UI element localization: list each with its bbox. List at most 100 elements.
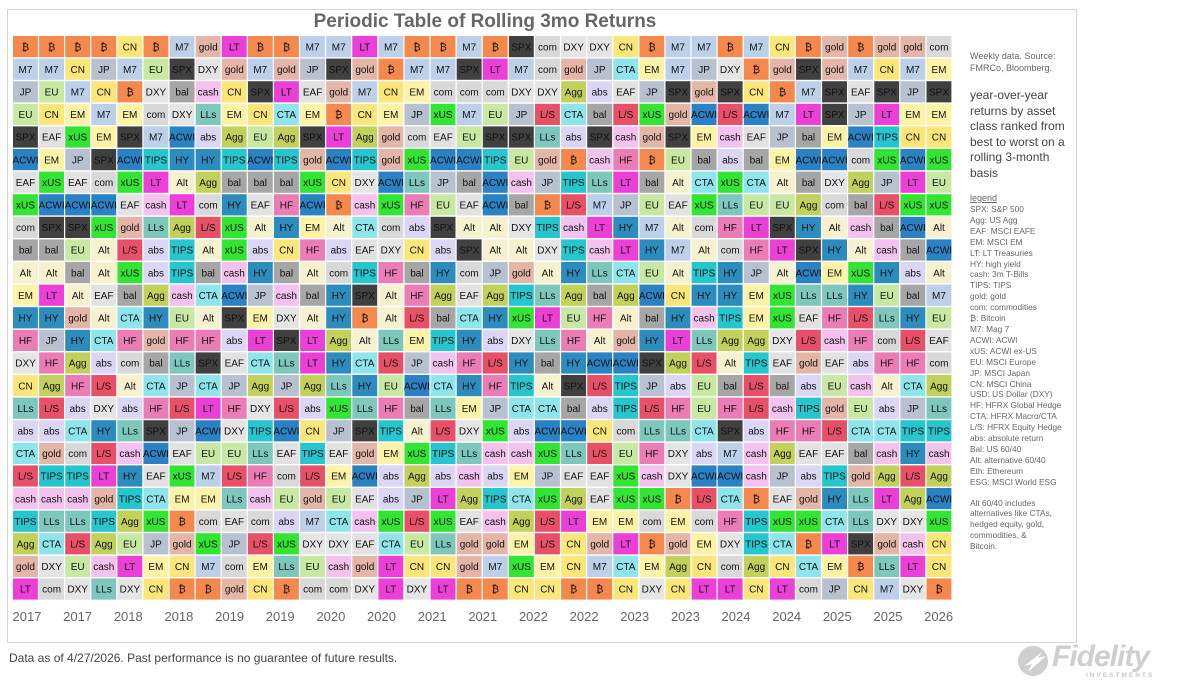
cell-label: CN bbox=[123, 42, 137, 53]
cell-label: LT bbox=[438, 585, 449, 596]
cell-box bbox=[247, 171, 273, 193]
cell-box bbox=[639, 216, 665, 238]
cell-box bbox=[926, 81, 952, 103]
cell-label: gold bbox=[773, 65, 792, 76]
cell-box bbox=[926, 171, 952, 193]
cell-box bbox=[822, 352, 847, 374]
cell-box bbox=[508, 375, 534, 397]
cell-box bbox=[613, 58, 639, 80]
cell-box bbox=[300, 149, 325, 171]
cell-box bbox=[561, 397, 586, 419]
cell-box bbox=[508, 81, 534, 103]
cell-box bbox=[482, 442, 508, 464]
cell-box bbox=[482, 58, 508, 80]
note-line: commodities, & bbox=[970, 530, 1027, 541]
cell-box bbox=[482, 578, 508, 600]
cell-box bbox=[195, 194, 221, 216]
cell-label: CN bbox=[749, 585, 763, 596]
cell-box bbox=[91, 239, 117, 261]
cell-label: HY bbox=[567, 359, 581, 370]
cell-label: CN bbox=[253, 585, 267, 596]
cell-label: M7 bbox=[775, 110, 789, 121]
cell-box bbox=[456, 578, 482, 600]
cell-box bbox=[300, 510, 325, 532]
cell-box bbox=[169, 488, 195, 510]
cell-box bbox=[691, 284, 717, 306]
cell-label: L/S bbox=[697, 494, 712, 505]
cell-box bbox=[247, 149, 273, 171]
cell-box bbox=[169, 329, 195, 351]
cell-box bbox=[613, 307, 639, 329]
cell-label: HF bbox=[593, 314, 606, 325]
cell-box bbox=[743, 397, 769, 419]
cell-label: com bbox=[434, 88, 453, 99]
cell-box bbox=[247, 442, 273, 464]
cell-label: com bbox=[721, 246, 740, 257]
cell-label: TIPS bbox=[119, 494, 142, 505]
cell-box bbox=[508, 307, 534, 329]
cell-label: DXY bbox=[381, 246, 402, 257]
cell-label: HY bbox=[880, 268, 894, 279]
cell-label: abs bbox=[905, 268, 921, 279]
cell-box bbox=[874, 329, 900, 351]
cell-label: bal bbox=[175, 88, 188, 99]
cell-box bbox=[195, 171, 221, 193]
legend-entry: xUS: ACWI ex-US bbox=[970, 345, 1037, 356]
cell-box bbox=[352, 171, 378, 193]
cell-label: JP bbox=[411, 494, 423, 505]
cell-box bbox=[352, 149, 378, 171]
cell-label: EM bbox=[827, 133, 842, 144]
cell-label: cash bbox=[276, 291, 297, 302]
cell-label: cash bbox=[850, 381, 871, 392]
cell-box bbox=[561, 216, 586, 238]
cell-label: abs bbox=[592, 88, 608, 99]
cell-box bbox=[326, 465, 352, 487]
cell-label: LT bbox=[777, 585, 788, 596]
cell-box bbox=[822, 194, 847, 216]
cell-label: ACWI bbox=[691, 110, 717, 121]
cell-label: EM bbox=[175, 494, 190, 505]
cell-box bbox=[39, 352, 64, 374]
cell-label: M7 bbox=[358, 88, 372, 99]
cell-box bbox=[769, 58, 795, 80]
cell-label: HF bbox=[228, 404, 241, 415]
cell-label: EAF bbox=[42, 133, 61, 144]
cell-box bbox=[874, 81, 900, 103]
cell-label: ₿ bbox=[413, 41, 420, 53]
cell-label: com bbox=[460, 268, 479, 279]
cell-box bbox=[926, 103, 952, 125]
cell-box bbox=[352, 262, 378, 284]
cell-label: JP bbox=[98, 65, 110, 76]
cell-box bbox=[39, 375, 64, 397]
cell-label: cash bbox=[328, 562, 349, 573]
cell-label: LT bbox=[203, 404, 214, 415]
cell-box bbox=[769, 262, 795, 284]
cell-label: bal bbox=[645, 314, 658, 325]
cell-box bbox=[482, 36, 508, 58]
cell-label: EAF bbox=[68, 178, 87, 189]
cell-box bbox=[65, 171, 91, 193]
cell-box bbox=[326, 578, 352, 600]
cell-label: gold bbox=[590, 540, 609, 551]
cell-label: HF bbox=[776, 427, 789, 438]
cell-box bbox=[65, 194, 91, 216]
cell-box bbox=[195, 58, 221, 80]
cell-label: DXY bbox=[120, 585, 141, 596]
cell-box bbox=[117, 103, 143, 125]
cell-label: LLs bbox=[644, 427, 660, 438]
cell-box bbox=[743, 352, 769, 374]
cell-box bbox=[352, 58, 378, 80]
cell-label: cash bbox=[850, 223, 871, 234]
cell-box bbox=[65, 578, 91, 600]
x-tick-label: 2021 bbox=[468, 609, 497, 624]
cell-box bbox=[300, 216, 325, 238]
cell-label: EM bbox=[592, 517, 607, 528]
cell-label: xUS bbox=[851, 268, 870, 279]
cell-label: ACWI bbox=[691, 472, 717, 483]
cell-box bbox=[274, 81, 299, 103]
cell-label: JP bbox=[542, 472, 554, 483]
cell-label: SPX bbox=[798, 246, 818, 257]
cell-box bbox=[561, 81, 586, 103]
cell-box bbox=[456, 307, 482, 329]
cell-label: EU bbox=[775, 201, 789, 212]
